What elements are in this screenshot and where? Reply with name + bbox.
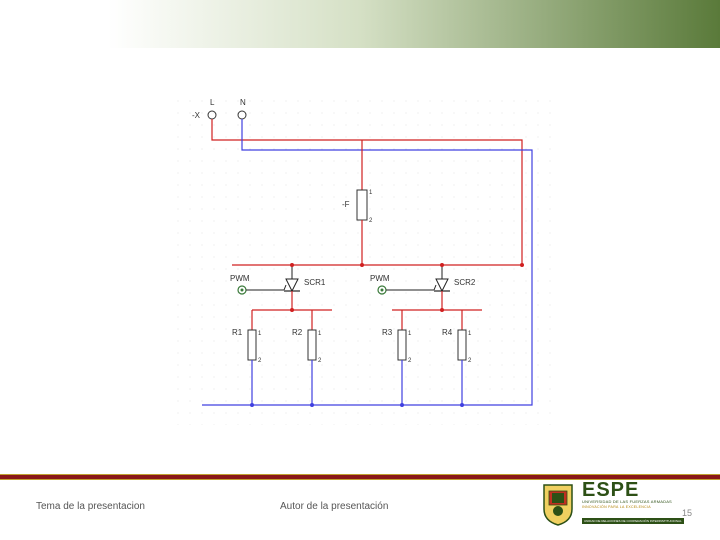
svg-text:1: 1 [258, 331, 262, 337]
svg-text:2: 2 [468, 358, 472, 364]
terminal-N-label: N [240, 98, 246, 107]
resistor-R2 [308, 330, 316, 360]
F-pin1: 1 [369, 190, 373, 196]
pwm2-label: PWM [370, 274, 390, 283]
svg-text:1: 1 [468, 331, 472, 337]
component-F-label: -F [342, 200, 350, 209]
logo-line3: UNIDAD DE RELACIONES DE COOPERACIÓN INTE… [582, 518, 684, 524]
R2-label: R2 [292, 328, 303, 337]
header-gradient [0, 0, 720, 48]
terminal-X-label: -X [192, 111, 201, 120]
footer-theme-text: Tema de la presentacion [36, 501, 145, 512]
R4-label: R4 [442, 328, 453, 337]
svg-text:2: 2 [408, 358, 412, 364]
terminal-L [208, 111, 216, 119]
svg-text:1: 1 [318, 331, 322, 337]
svg-text:2: 2 [258, 358, 262, 364]
logo-name: ESPE [582, 481, 684, 499]
circuit-svg: L -X N -F 1 2 PWM SCR1 [172, 95, 552, 425]
terminal-N [238, 111, 246, 119]
espe-logo: ESPE UNIVERSIDAD DE LAS FUERZAS ARMADAS … [540, 476, 710, 532]
terminal-L-label: L [210, 98, 215, 107]
F-pin2: 2 [369, 218, 373, 224]
component-F [357, 190, 367, 220]
crest-icon [540, 481, 576, 527]
scr2-label: SCR2 [454, 278, 476, 287]
svg-text:2: 2 [318, 358, 322, 364]
pwm1-label: PWM [230, 274, 250, 283]
logo-line2: INNOVACIÓN PARA LA EXCELENCIA [582, 505, 684, 509]
svg-text:1: 1 [408, 331, 412, 337]
resistor-R3 [398, 330, 406, 360]
scr1-label: SCR1 [304, 278, 326, 287]
resistor-R4 [458, 330, 466, 360]
resistor-R1 [248, 330, 256, 360]
scr2-triangle [436, 279, 448, 291]
scr1-triangle [286, 279, 298, 291]
circuit-diagram: L -X N -F 1 2 PWM SCR1 [172, 95, 552, 425]
footer-author-text: Autor de la presentación [280, 501, 388, 512]
R3-label: R3 [382, 328, 393, 337]
logo-line1: UNIVERSIDAD DE LAS FUERZAS ARMADAS [582, 499, 684, 504]
R1-label: R1 [232, 328, 243, 337]
page-number: 15 [682, 508, 692, 518]
